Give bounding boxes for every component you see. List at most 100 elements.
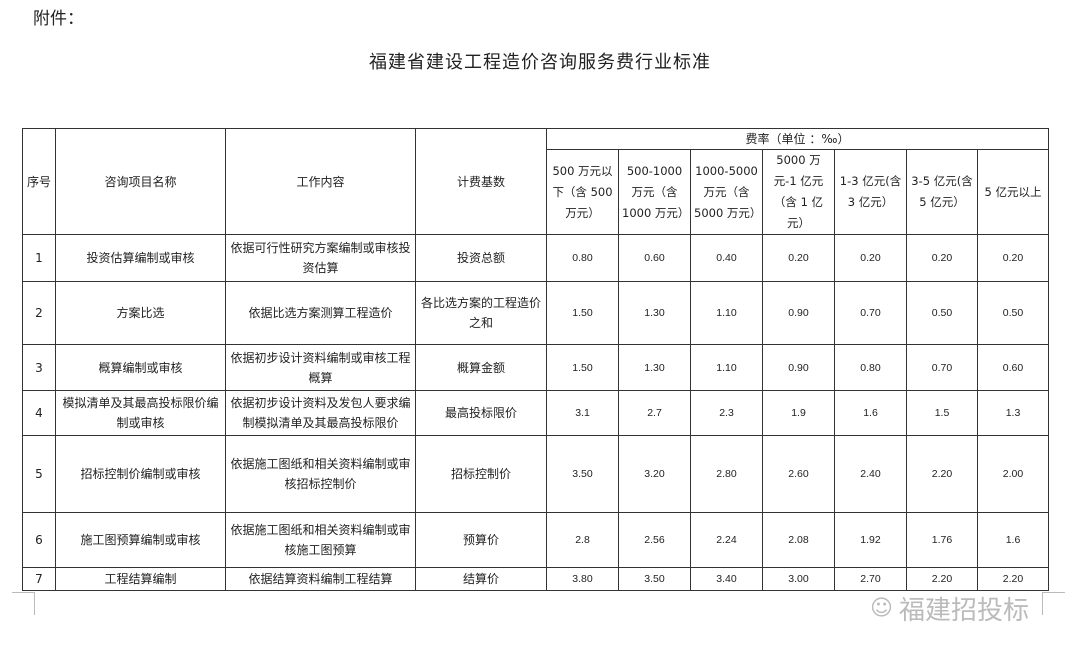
- cell-rate: 2.60: [762, 435, 835, 513]
- cell-content: 依据比选方案测算工程造价: [225, 281, 416, 345]
- cell-name: 方案比选: [55, 281, 226, 345]
- cell-rate: 3.20: [618, 435, 691, 513]
- cell-rate: 0.80: [834, 344, 907, 391]
- cell-base: 投资总额: [415, 234, 547, 282]
- cell-rate: 0.60: [977, 344, 1049, 391]
- cell-rate: 0.20: [834, 234, 907, 282]
- cell-rate: 3.40: [690, 567, 763, 591]
- cell-content: 依据可行性研究方案编制或审核投资估算: [225, 234, 416, 282]
- cell-rate: 1.5: [906, 390, 978, 436]
- cell-content: 依据初步设计资料及发包人要求编制模拟清单及其最高投标限价: [225, 390, 416, 436]
- table-row: 5 招标控制价编制或审核 依据施工图纸和相关资料编制或审核招标控制价 招标控制价 3.5…: [22, 435, 1049, 513]
- cell-rate: 1.50: [546, 344, 619, 391]
- cell-rate: 0.70: [906, 344, 978, 391]
- cell-name: 工程结算编制: [55, 567, 226, 591]
- cell-content: 依据施工图纸和相关资料编制或审核招标控制价: [225, 435, 416, 513]
- watermark: ☺ 福建招投标: [870, 596, 1029, 626]
- cell-rate: 2.40: [834, 435, 907, 513]
- cell-content: 依据结算资料编制工程结算: [225, 567, 416, 591]
- cell-rate: 1.76: [906, 512, 978, 568]
- cell-no: 6: [22, 512, 56, 568]
- cell-rate: 2.3: [690, 390, 763, 436]
- cell-name: 招标控制价编制或审核: [55, 435, 226, 513]
- cell-base: 最高投标限价: [415, 390, 547, 436]
- cell-base: 概算金额: [415, 344, 547, 391]
- table-row: 3 概算编制或审核 依据初步设计资料编制或审核工程概算 概算金额 1.50 1.30 1.1…: [22, 344, 1049, 391]
- header-range: 5000 万元-1 亿元（含 1 亿元）: [762, 149, 835, 235]
- cell-no: 5: [22, 435, 56, 513]
- table-row: 2 方案比选 依据比选方案测算工程造价 各比选方案的工程造价之和 1.50 1.30 1.1…: [22, 281, 1049, 345]
- fee-standard-table: 序号 咨询项目名称 工作内容 计费基数 费率（单位 ：‰） 500 万元以下（含…: [22, 128, 1049, 591]
- attachment-label: 附件：: [33, 9, 84, 29]
- cell-rate: 0.80: [546, 234, 619, 282]
- page-corner-mark: [12, 592, 35, 615]
- cell-rate: 2.08: [762, 512, 835, 568]
- header-range: 1-3 亿元(含 3 亿元）: [834, 149, 907, 235]
- cell-base: 结算价: [415, 567, 547, 591]
- cell-no: 1: [22, 234, 56, 282]
- cell-base: 各比选方案的工程造价之和: [415, 281, 547, 345]
- cell-rate: 1.10: [690, 344, 763, 391]
- cell-rate: 2.20: [906, 435, 978, 513]
- cell-rate: 2.80: [690, 435, 763, 513]
- cell-name: 模拟清单及其最高投标限价编制或审核: [55, 390, 226, 436]
- header-no: 序号: [22, 128, 56, 235]
- cell-rate: 0.90: [762, 344, 835, 391]
- header-range: 3-5 亿元(含 5 亿元）: [906, 149, 978, 235]
- cell-rate: 0.60: [618, 234, 691, 282]
- header-range: 1000-5000 万元（含 5000 万元）: [690, 149, 763, 235]
- table-row: 6 施工图预算编制或审核 依据施工图纸和相关资料编制或审核施工图预算 预算价 2.8 2.…: [22, 512, 1049, 568]
- cell-rate: 0.50: [977, 281, 1049, 345]
- cell-rate: 3.50: [618, 567, 691, 591]
- cell-rate: 1.3: [977, 390, 1049, 436]
- cell-rate: 0.70: [834, 281, 907, 345]
- cell-name: 投资估算编制或审核: [55, 234, 226, 282]
- cell-name: 概算编制或审核: [55, 344, 226, 391]
- cell-rate: 1.6: [977, 512, 1049, 568]
- cell-rate: 3.50: [546, 435, 619, 513]
- cell-rate: 1.30: [618, 344, 691, 391]
- cell-rate: 2.7: [618, 390, 691, 436]
- cell-rate: 1.50: [546, 281, 619, 345]
- header-base: 计费基数: [415, 128, 547, 235]
- page-title: 福建省建设工程造价咨询服务费行业标准: [369, 52, 711, 73]
- wechat-icon: ☺: [870, 596, 893, 621]
- cell-rate: 1.92: [834, 512, 907, 568]
- cell-rate: 0.20: [906, 234, 978, 282]
- cell-rate: 3.1: [546, 390, 619, 436]
- cell-rate: 0.90: [762, 281, 835, 345]
- cell-no: 7: [22, 567, 56, 591]
- cell-rate: 1.9: [762, 390, 835, 436]
- cell-rate: 2.8: [546, 512, 619, 568]
- header-content: 工作内容: [225, 128, 416, 235]
- header-range: 5 亿元以上: [977, 149, 1049, 235]
- header-rate: 费率（单位 ：‰）: [546, 128, 1049, 150]
- header-name: 咨询项目名称: [55, 128, 226, 235]
- cell-rate: 2.20: [906, 567, 978, 591]
- table-row: 1 投资估算编制或审核 依据可行性研究方案编制或审核投资估算 投资总额 0.80 0.60…: [22, 234, 1049, 282]
- cell-rate: 1.30: [618, 281, 691, 345]
- cell-rate: 0.20: [762, 234, 835, 282]
- cell-rate: 0.40: [690, 234, 763, 282]
- cell-rate: 3.80: [546, 567, 619, 591]
- cell-name: 施工图预算编制或审核: [55, 512, 226, 568]
- cell-rate: 0.20: [977, 234, 1049, 282]
- header-range: 500 万元以下（含 500 万元）: [546, 149, 619, 235]
- cell-no: 3: [22, 344, 56, 391]
- cell-rate: 0.50: [906, 281, 978, 345]
- cell-rate: 2.20: [977, 567, 1049, 591]
- cell-content: 依据施工图纸和相关资料编制或审核施工图预算: [225, 512, 416, 568]
- cell-rate: 2.56: [618, 512, 691, 568]
- cell-base: 招标控制价: [415, 435, 547, 513]
- cell-rate: 1.10: [690, 281, 763, 345]
- cell-rate: 3.00: [762, 567, 835, 591]
- header-range: 500-1000 万元（含 1000 万元）: [618, 149, 691, 235]
- cell-base: 预算价: [415, 512, 547, 568]
- page-corner-mark: [1042, 592, 1065, 615]
- cell-rate: 2.24: [690, 512, 763, 568]
- cell-no: 4: [22, 390, 56, 436]
- cell-no: 2: [22, 281, 56, 345]
- table-row: 7 工程结算编制 依据结算资料编制工程结算 结算价 3.80 3.50 3.40 3.00 2.…: [22, 567, 1049, 591]
- table-row: 4 模拟清单及其最高投标限价编制或审核 依据初步设计资料及发包人要求编制模拟清单及其…: [22, 390, 1049, 436]
- cell-rate: 2.00: [977, 435, 1049, 513]
